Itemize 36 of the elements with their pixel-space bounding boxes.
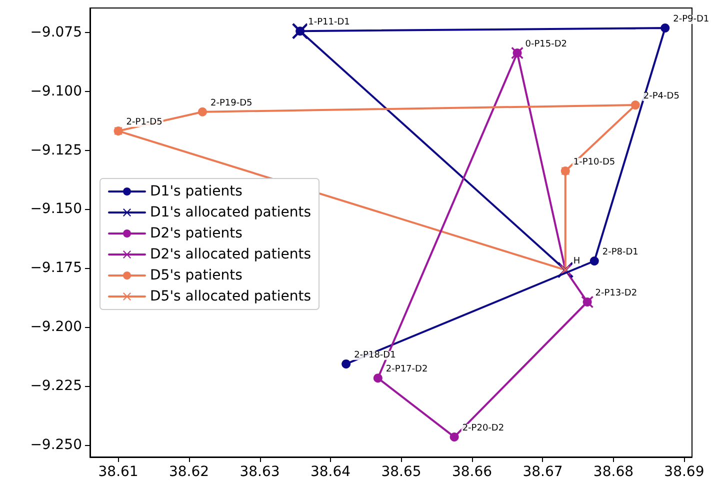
annotation: 2-P17-D2 [386,364,428,375]
annotation: 2-P9-D1 [673,14,710,25]
legend-label: D1's allocated patients [150,204,312,220]
y-tick-label: −9.075 [30,24,82,40]
annotation: 0-P15-D2 [525,39,568,50]
annotation: 2-P4-D5 [643,92,680,102]
legend-label: D2's allocated patients [150,246,312,262]
legend-label: D5's allocated patients [150,288,312,304]
y-tick-label: −9.125 [30,142,82,158]
annotation: 2-P8-D1 [602,248,638,258]
x-tick-label: 38.65 [381,464,422,480]
legend-label: D2's patients [150,226,242,242]
annotation: 1-P11-D1 [308,18,350,28]
annotation: H [573,256,580,266]
annotation: 2-P19-D5 [210,98,252,108]
y-tick-label: −9.225 [30,378,82,394]
x-tick-label: 38.61 [98,464,138,480]
annotation: 2-P18-D1 [354,350,396,360]
x-tick-label: 38.66 [452,464,492,480]
y-tick-label: −9.150 [30,201,82,218]
legend-label: D1's patients [150,184,242,200]
x-tick-label: 38.63 [240,464,280,480]
annotation: 1-P10-D5 [573,158,616,168]
annotation: 2-P20-D2 [462,423,504,434]
x-tick-label: 38.62 [168,464,210,480]
x-tick-label: 38.67 [522,464,563,480]
annotation: 2-P1-D5 [126,117,162,128]
y-tick-label: −9.175 [30,260,82,276]
y-tick-label: −9.250 [30,436,82,453]
y-tick-label: −9.100 [30,83,82,100]
legend-label: D5's patients [150,268,242,284]
annotation: 2-P13-D2 [595,288,638,298]
x-tick-label: 38.69 [664,464,704,480]
x-tick-label: 38.68 [593,464,634,480]
x-tick-label: 38.64 [310,464,351,480]
y-tick-label: −9.200 [30,318,82,335]
